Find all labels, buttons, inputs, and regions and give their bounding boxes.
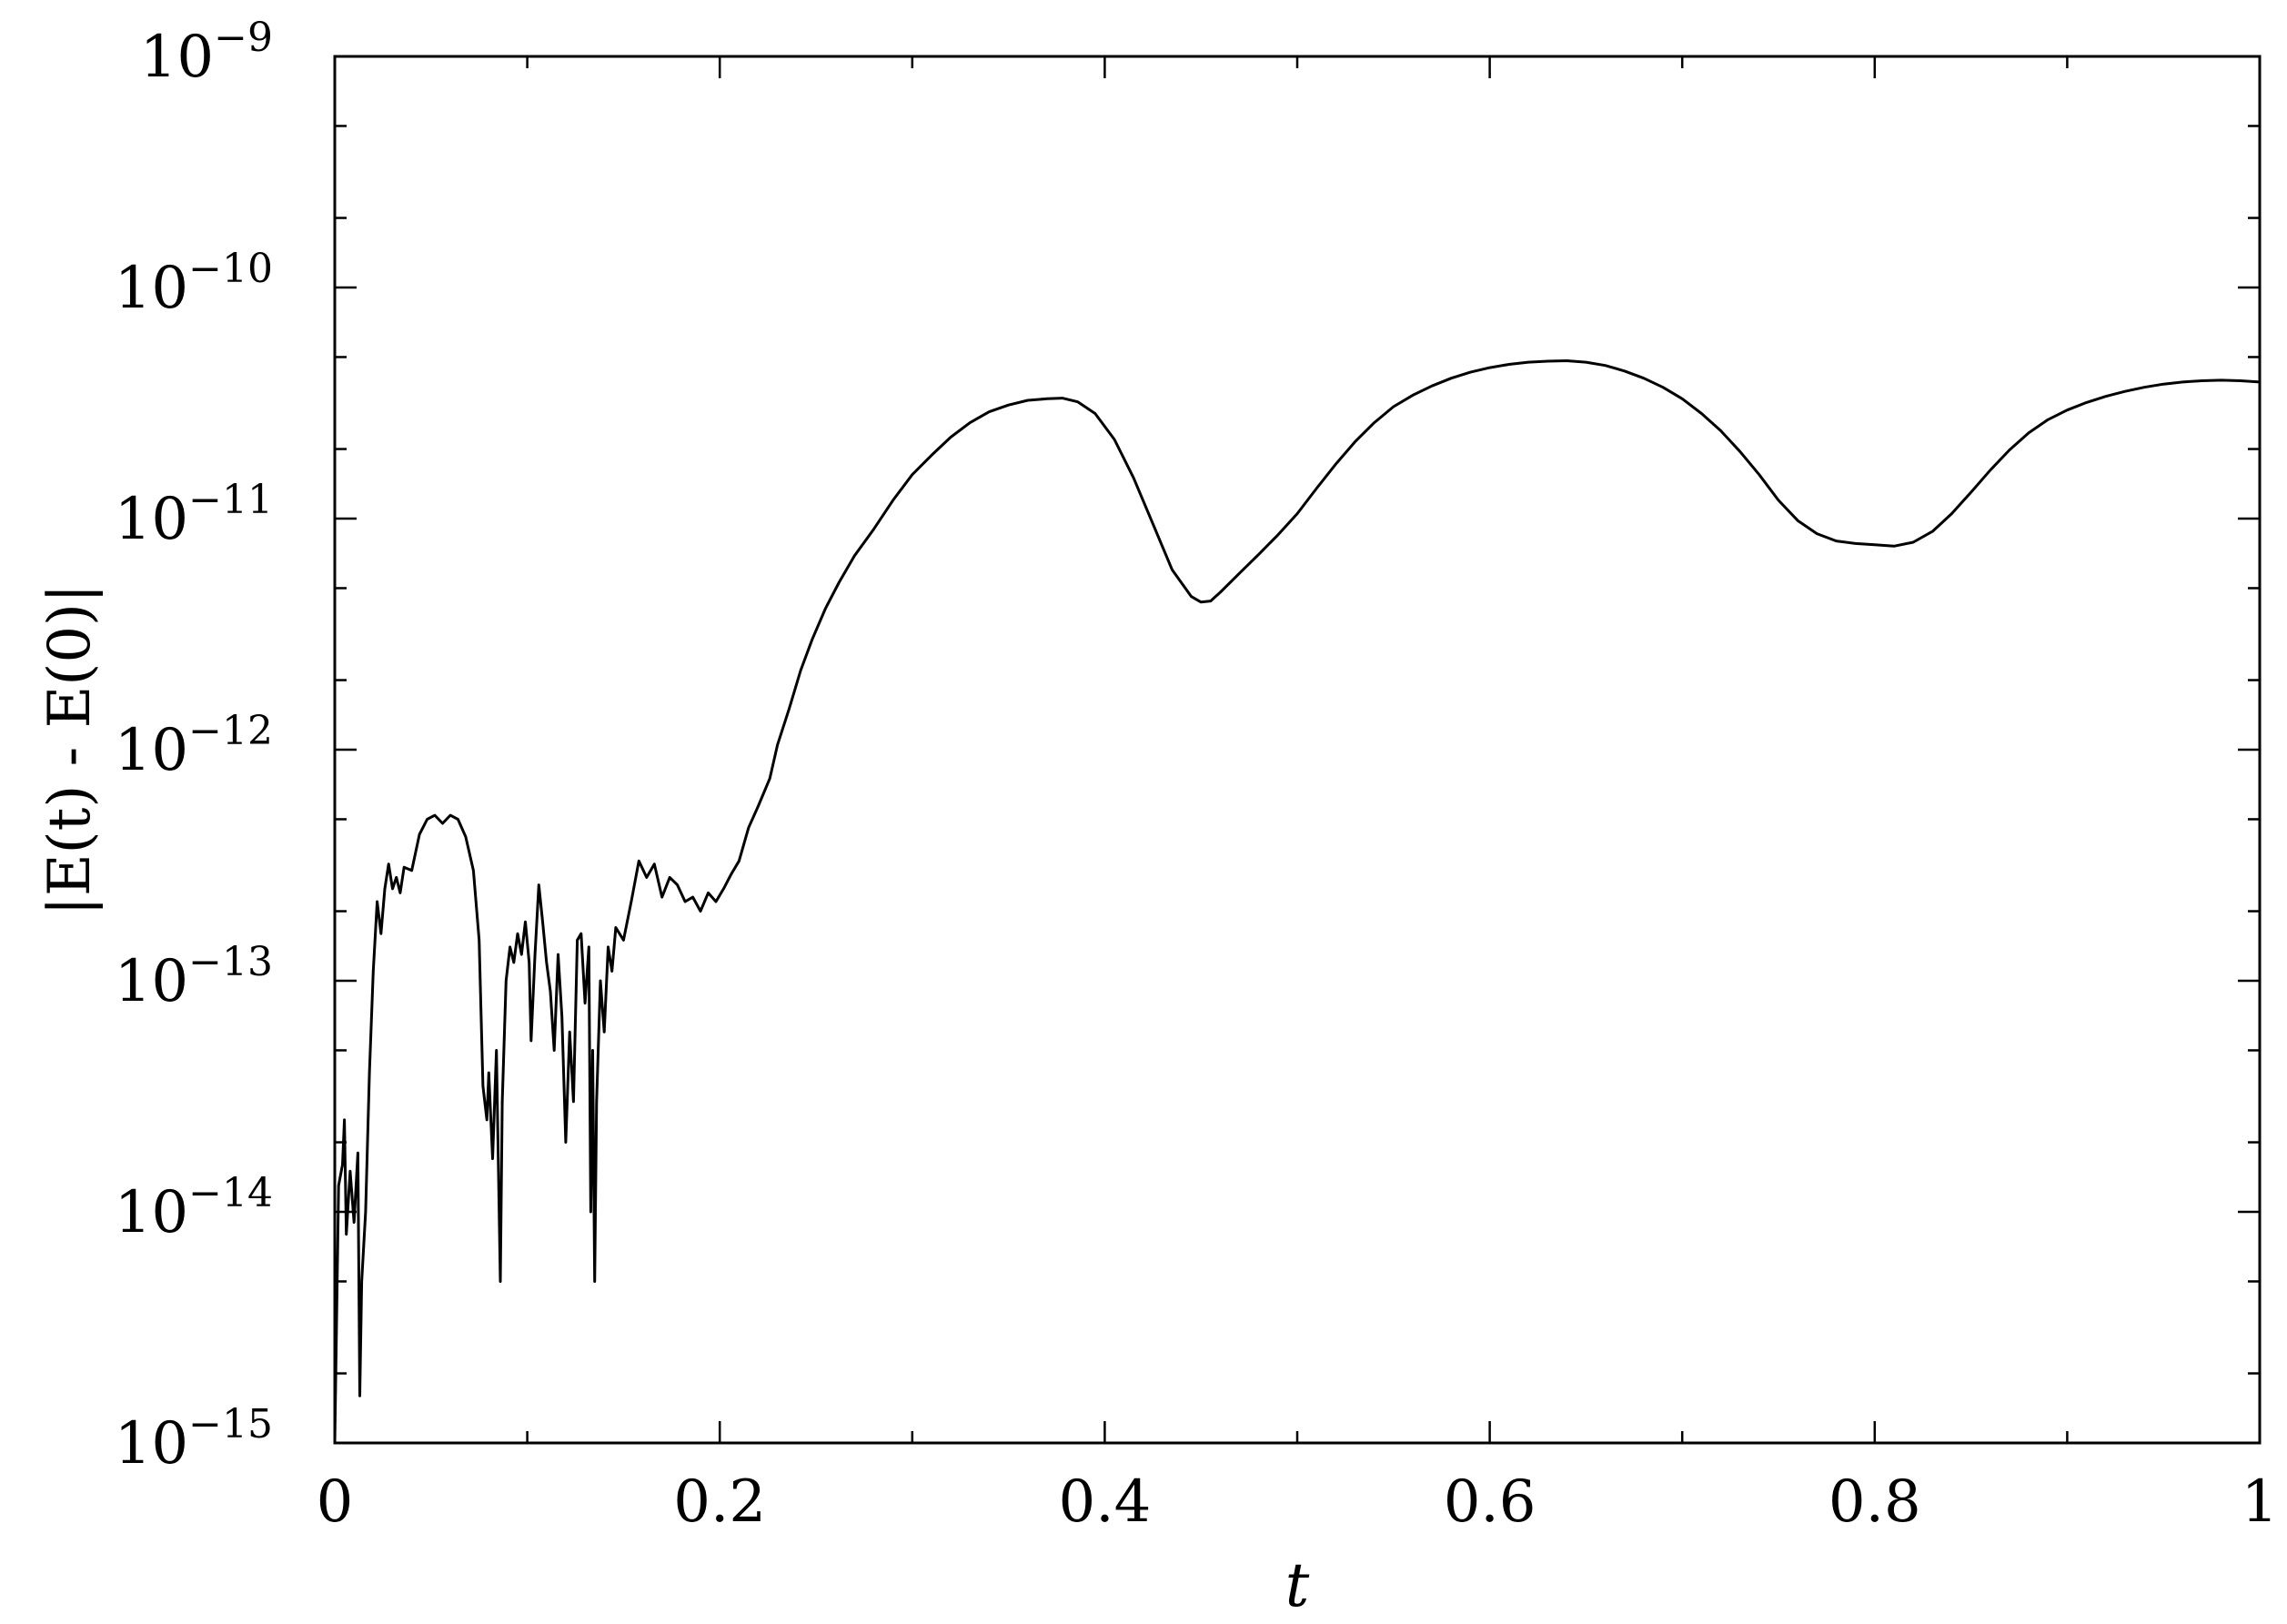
plot-area-frame (333, 55, 2262, 1445)
series-layer (333, 359, 2261, 1444)
y-tick-label: 10−12 (115, 708, 273, 784)
tick-labels: 0 0.2 0.4 0.6 0.8 1 10−15 10−14 10−13 10−12 10−11 1… (115, 15, 2279, 1536)
x-tick-label: 0.6 (1444, 1468, 1536, 1536)
y-tick-label: 10−14 (115, 1170, 273, 1246)
x-tick-label: 0 (317, 1468, 354, 1536)
y-axis-label: |E(t) - E(0)| (36, 583, 104, 915)
y-tick-label: 10−15 (115, 1401, 273, 1478)
y-tick-label: 10−13 (115, 939, 273, 1015)
x-tick-label: 1 (2242, 1468, 2279, 1536)
y-tick-label: 10−11 (115, 477, 273, 553)
series-line (333, 359, 2261, 1444)
x-tick-label: 0.2 (673, 1468, 766, 1536)
x-axis-label: t (1285, 1550, 1310, 1620)
y-tick-label: 10−9 (140, 15, 273, 91)
x-tick-label: 0.8 (1829, 1468, 1921, 1536)
y-tick-label: 10−10 (115, 246, 273, 322)
x-tick-label: 0.4 (1059, 1468, 1152, 1536)
